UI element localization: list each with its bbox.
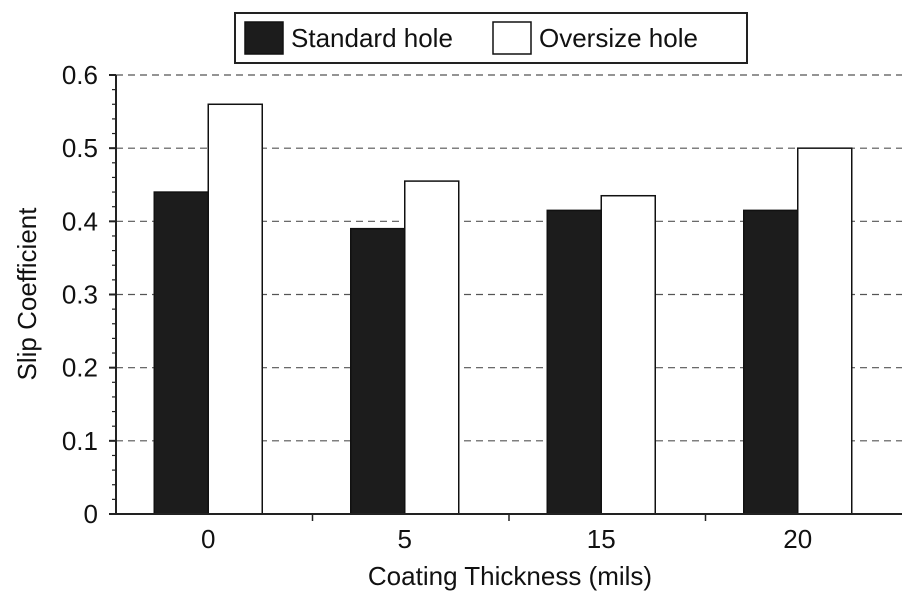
bar-oversize-5 (404, 180, 460, 515)
y-tick-label: 0.2 (62, 353, 98, 383)
x-tick-label: 0 (201, 524, 215, 554)
legend-box (234, 12, 748, 64)
bar-standard-0 (153, 191, 209, 515)
legend-swatch-standard (244, 21, 284, 55)
bar-standard-20 (743, 209, 799, 515)
x-axis-title: Coating Thickness (mils) (368, 561, 652, 591)
y-tick-label: 0.5 (62, 133, 98, 163)
bars (153, 103, 853, 515)
bar-standard-5 (350, 227, 406, 515)
x-tick-label: 15 (587, 524, 616, 554)
bar-oversize-15 (600, 194, 656, 515)
legend: Standard hole Oversize hole (234, 12, 748, 64)
legend-swatch-oversize (492, 21, 532, 55)
x-tick-label: 5 (398, 524, 412, 554)
legend-label-standard: Standard hole (291, 23, 453, 53)
y-axis-title: Slip Coefficient (12, 207, 42, 381)
y-tick-label: 0 (84, 499, 98, 529)
y-tick-label: 0.6 (62, 60, 98, 90)
y-tick-labels: 0 0.1 0.2 0.3 0.4 0.5 0.6 (62, 60, 98, 529)
y-tick-label: 0.4 (62, 206, 98, 236)
bar-oversize-0 (207, 103, 263, 515)
y-tick-label: 0.3 (62, 280, 98, 310)
legend-label-oversize: Oversize hole (539, 23, 698, 53)
bar-standard-15 (546, 209, 602, 515)
axes (115, 75, 902, 515)
y-tick-label: 0.1 (62, 426, 98, 456)
x-tick-labels: 0 5 15 20 (201, 524, 812, 554)
bar-oversize-20 (797, 147, 853, 515)
x-tick-label: 20 (783, 524, 812, 554)
